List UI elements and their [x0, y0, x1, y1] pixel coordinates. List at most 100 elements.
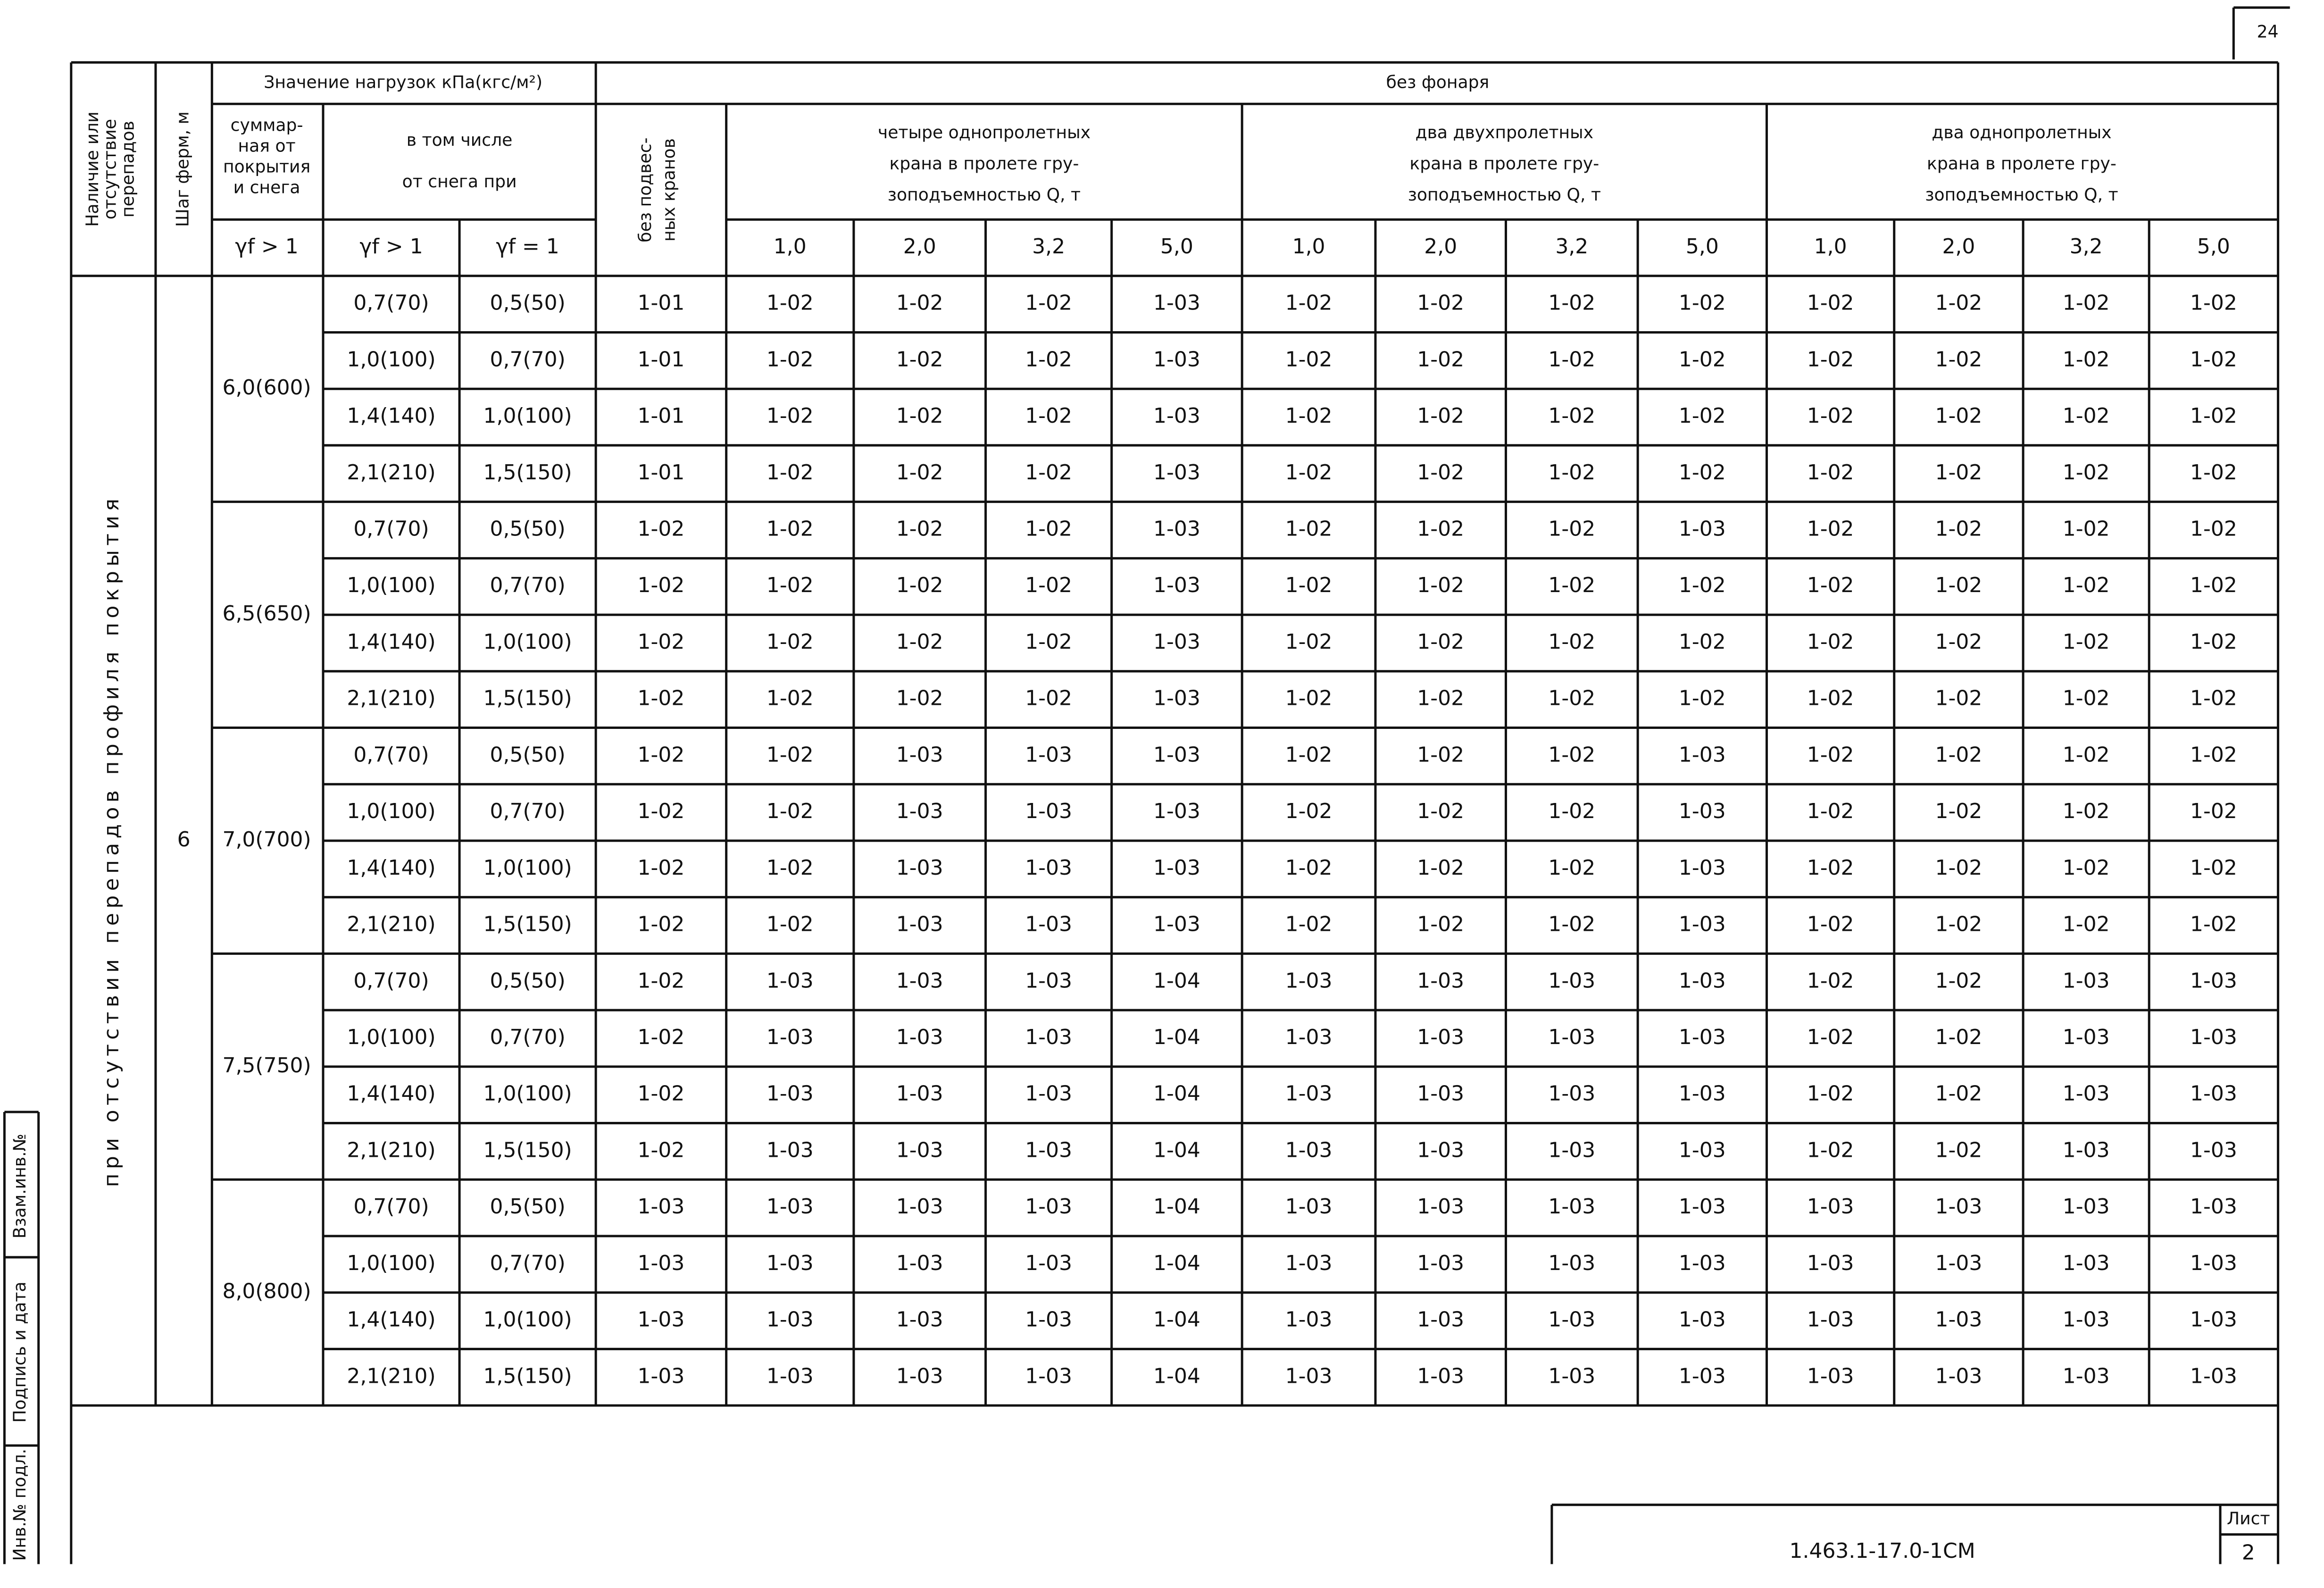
cell: 1-03 — [1679, 912, 1726, 936]
cell: 1-03 — [1679, 1025, 1726, 1049]
cell: 1-02 — [1807, 347, 1854, 371]
cell: 1-03 — [1285, 969, 1333, 993]
cell: 1-02 — [1935, 1138, 1982, 1162]
cell: 1-02 — [766, 573, 814, 597]
cell: 1-02 — [766, 799, 814, 823]
cell: 1-02 — [1285, 291, 1333, 315]
cell: 1-02 — [2063, 347, 2110, 371]
cell: 0,7(70) — [490, 799, 566, 823]
cell: 1-02 — [2063, 573, 2110, 597]
cell: 1-03 — [2190, 1308, 2237, 1332]
cell: 1-02 — [1807, 573, 1854, 597]
crane-group-header: два однопролетных — [1932, 122, 2111, 142]
gamma-header: γf = 1 — [496, 234, 559, 259]
cell: 1-03 — [1417, 1195, 1464, 1219]
cell: 1-03 — [1679, 1195, 1726, 1219]
cell: 1-02 — [1285, 856, 1333, 880]
cell: 1-02 — [1935, 573, 1982, 597]
crane-group-header: четыре однопролетных — [878, 122, 1091, 142]
cell: 1-02 — [638, 969, 685, 993]
cell: 1-02 — [1285, 799, 1333, 823]
cell: 1-02 — [1548, 630, 1595, 654]
cell: 1-02 — [638, 573, 685, 597]
cell: 1-02 — [2063, 460, 2110, 485]
cell: 1,0(100) — [347, 799, 435, 823]
cell: 0,7(70) — [490, 347, 566, 371]
cell: 1-02 — [1935, 743, 1982, 767]
cell: 1,0(100) — [483, 1082, 572, 1106]
cell: 1-02 — [2190, 799, 2237, 823]
cell: 1-04 — [1153, 1025, 1200, 1049]
gamma-header: γf > 1 — [359, 234, 423, 259]
cell: 1-02 — [896, 347, 943, 371]
cell: 1-03 — [766, 1025, 814, 1049]
step-value: 6 — [177, 827, 191, 852]
cell: 1-03 — [1548, 1082, 1595, 1106]
cell: 1-03 — [1153, 686, 1200, 710]
total-header: и снега — [233, 177, 300, 197]
cell: 1-02 — [1935, 347, 1982, 371]
cell: 1-02 — [1807, 630, 1854, 654]
cell: 1-02 — [766, 291, 814, 315]
capacity-header: 3,2 — [1555, 234, 1588, 259]
cell: 1-03 — [1417, 1138, 1464, 1162]
cell: 1-03 — [1548, 1195, 1595, 1219]
cell: 1-02 — [1417, 460, 1464, 485]
cell: 1-03 — [896, 743, 943, 767]
cell: 1,5(150) — [483, 1364, 572, 1388]
cell: 1,4(140) — [347, 630, 435, 654]
side-stamp: Подпись и дата — [9, 1281, 30, 1422]
presence-header: Наличие или — [82, 111, 102, 226]
cell: 1,4(140) — [347, 1082, 435, 1106]
cell: 1-04 — [1153, 1082, 1200, 1106]
cell: 1-03 — [896, 1195, 943, 1219]
group-total: 6,5(650) — [222, 602, 311, 626]
no-cranes-header: без подвес- — [635, 137, 655, 242]
cell: 1-04 — [1153, 969, 1200, 993]
cell: 1-03 — [2063, 1308, 2110, 1332]
cell: 1-03 — [2063, 1251, 2110, 1275]
cell: 1-02 — [766, 743, 814, 767]
cell: 1-03 — [638, 1195, 685, 1219]
cell: 1-01 — [638, 460, 685, 485]
cell: 1-02 — [2190, 686, 2237, 710]
cell: 1-02 — [1807, 799, 1854, 823]
cell: 1-03 — [1153, 517, 1200, 541]
cell: 1-02 — [2190, 404, 2237, 428]
group-total: 7,5(750) — [222, 1053, 311, 1078]
cell: 1,0(100) — [347, 1251, 435, 1275]
cell: 2,1(210) — [347, 912, 435, 936]
cell: 1-03 — [896, 1251, 943, 1275]
cell: 1-03 — [1025, 799, 1072, 823]
cell: 1-02 — [638, 1082, 685, 1106]
crane-group-header: крана в пролете гру- — [1409, 153, 1599, 174]
cell: 1-03 — [1548, 1364, 1595, 1388]
cell: 1-02 — [1679, 347, 1726, 371]
cell: 1-02 — [1285, 686, 1333, 710]
cell: 1-03 — [2190, 1251, 2237, 1275]
cell: 1-02 — [2190, 517, 2237, 541]
cell: 1,0(100) — [347, 1025, 435, 1049]
cell: 1-03 — [1025, 1251, 1072, 1275]
capacity-header: 3,2 — [1032, 234, 1065, 259]
cell: 1-03 — [1153, 460, 1200, 485]
cell: 1-02 — [1807, 460, 1854, 485]
cell: 0,5(50) — [490, 291, 566, 315]
cell: 1-03 — [1285, 1025, 1333, 1049]
cell: 1,5(150) — [483, 460, 572, 485]
crane-group-header: зоподъемностью Q, т — [1925, 184, 2118, 205]
cell: 1-02 — [1417, 347, 1464, 371]
cell: 1-03 — [896, 1082, 943, 1106]
cell: 1-03 — [1285, 1082, 1333, 1106]
cell: 1-03 — [766, 1364, 814, 1388]
cell: 1-03 — [638, 1308, 685, 1332]
cell: 1-03 — [766, 1138, 814, 1162]
cell: 1-02 — [766, 460, 814, 485]
cell: 1-03 — [1679, 1138, 1726, 1162]
cell: 1-02 — [1935, 686, 1982, 710]
cell: 1-02 — [1417, 799, 1464, 823]
cell: 1-02 — [1935, 856, 1982, 880]
cell: 1-03 — [1679, 517, 1726, 541]
cell: 1-03 — [2063, 1364, 2110, 1388]
cell: 1-02 — [766, 347, 814, 371]
